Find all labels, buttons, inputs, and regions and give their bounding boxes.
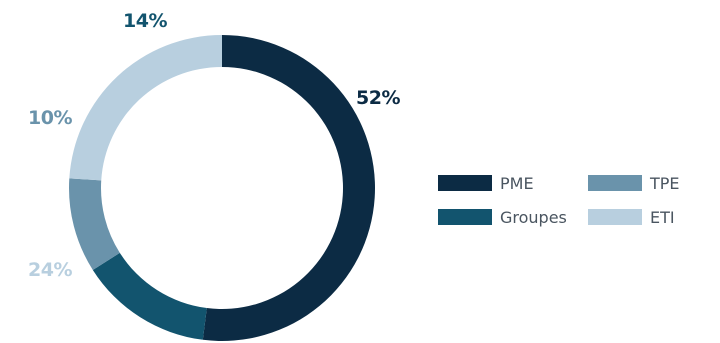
chart-legend: PME TPE Groupes ETI — [438, 173, 718, 227]
legend-swatch-pme — [438, 175, 492, 191]
percent-label-tpe: 10% — [28, 107, 72, 129]
percentage-labels: 52% 14% 10% 24% — [28, 10, 401, 281]
legend-item-pme: PME — [438, 173, 588, 193]
legend-item-groupes: Groupes — [438, 207, 588, 227]
donut-slice-groupes — [92, 252, 207, 340]
legend-item-eti: ETI — [588, 207, 718, 227]
legend-item-tpe: TPE — [588, 173, 718, 193]
donut-slices — [69, 35, 375, 341]
legend-swatch-eti — [588, 209, 642, 225]
legend-label-eti: ETI — [650, 207, 675, 227]
legend-label-pme: PME — [500, 173, 534, 193]
legend-label-tpe: TPE — [650, 173, 680, 193]
legend-swatch-tpe — [588, 175, 642, 191]
donut-slice-pme — [202, 35, 375, 341]
legend-swatch-groupes — [438, 209, 492, 225]
donut-slice-tpe — [69, 178, 120, 270]
percent-label-groupes: 14% — [123, 10, 167, 32]
legend-label-groupes: Groupes — [500, 207, 567, 227]
percent-label-pme: 52% — [356, 87, 400, 109]
donut-slice-eti — [69, 35, 222, 181]
percent-label-eti: 24% — [28, 259, 72, 281]
